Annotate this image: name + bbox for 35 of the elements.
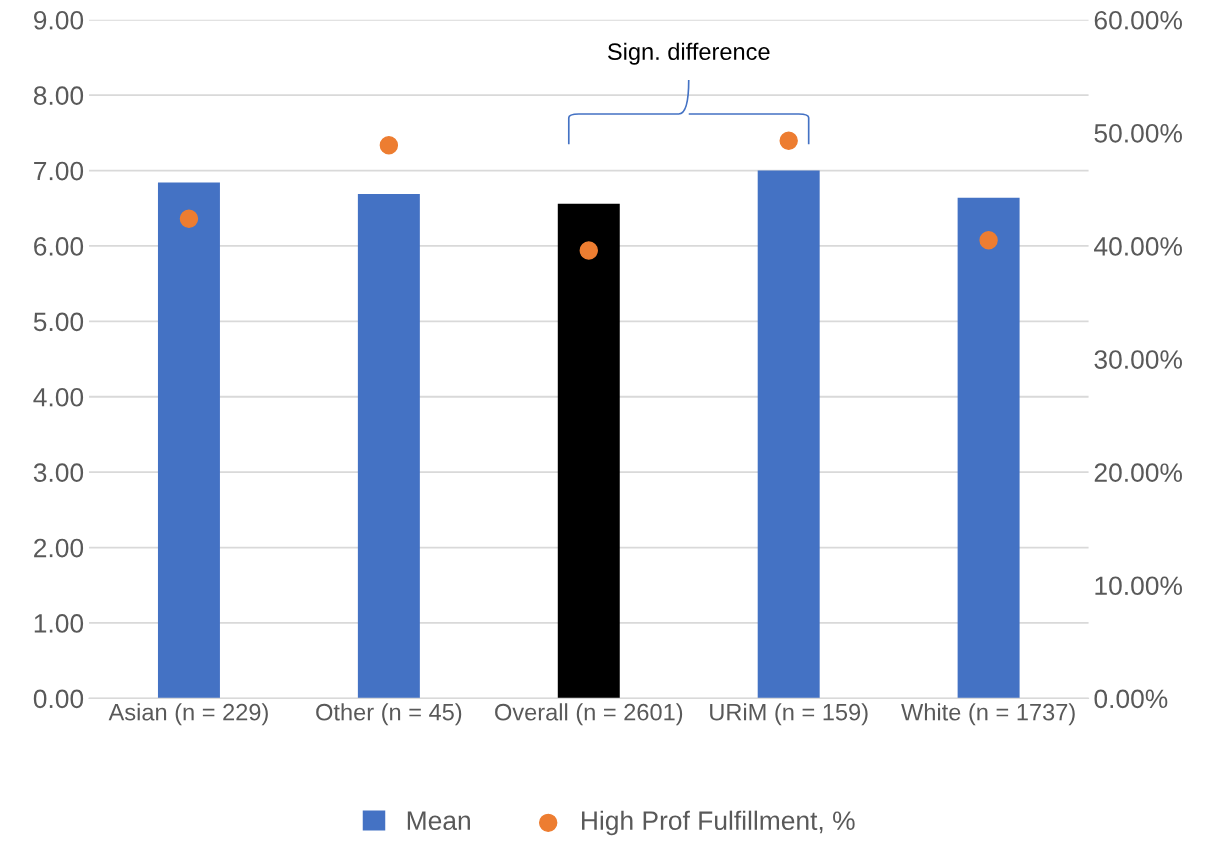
- y-tick-label: 6.00: [34, 237, 84, 256]
- y2-tick-label: 50.00%: [1094, 123, 1182, 143]
- y2-tick-label: 20.00%: [1094, 463, 1182, 482]
- legend-label: Mean: [407, 811, 470, 831]
- y2-tick-label: 0.00%: [1094, 689, 1168, 709]
- y-tick-label: 8.00: [33, 86, 84, 105]
- bar: [357, 193, 420, 699]
- y2-tick-label: 40.00%: [1094, 237, 1182, 256]
- y-tick-label: 0.00: [33, 689, 84, 709]
- bar: [957, 197, 1020, 699]
- x-tick-label: Asian (n = 229): [108, 703, 268, 726]
- y-tick-label: 5.00: [33, 312, 84, 332]
- bar: [157, 182, 220, 699]
- point: [179, 209, 199, 229]
- bar: [757, 170, 820, 699]
- y2-tick-label: 30.00%: [1094, 350, 1182, 369]
- y-tick-label: 3.00: [33, 463, 84, 482]
- point: [979, 231, 998, 250]
- x-tick-label: Overall (n = 2601): [495, 703, 683, 726]
- point: [779, 131, 798, 150]
- y-tick-label: 2.00: [34, 538, 84, 558]
- x-tick-label: URiM (n = 159): [710, 703, 868, 726]
- legend-label: High Prof Fulfillment, %: [582, 810, 855, 836]
- y-tick-label: 9.00: [34, 10, 84, 30]
- y-tick-label: 7.00: [34, 161, 84, 181]
- bar: [557, 203, 620, 699]
- y-tick-label: 4.00: [33, 387, 84, 407]
- annotation: Sign. difference: [607, 42, 770, 65]
- x-tick-label: White (n = 1737): [901, 703, 1075, 726]
- y2-tick-label: 10.00%: [1095, 576, 1182, 596]
- y2-tick-label: 60.00%: [1094, 10, 1182, 30]
- point: [579, 241, 598, 260]
- x-tick-label: Other (n = 45): [316, 703, 462, 726]
- y-tick-label: 1.00: [34, 614, 84, 633]
- point: [379, 136, 399, 155]
